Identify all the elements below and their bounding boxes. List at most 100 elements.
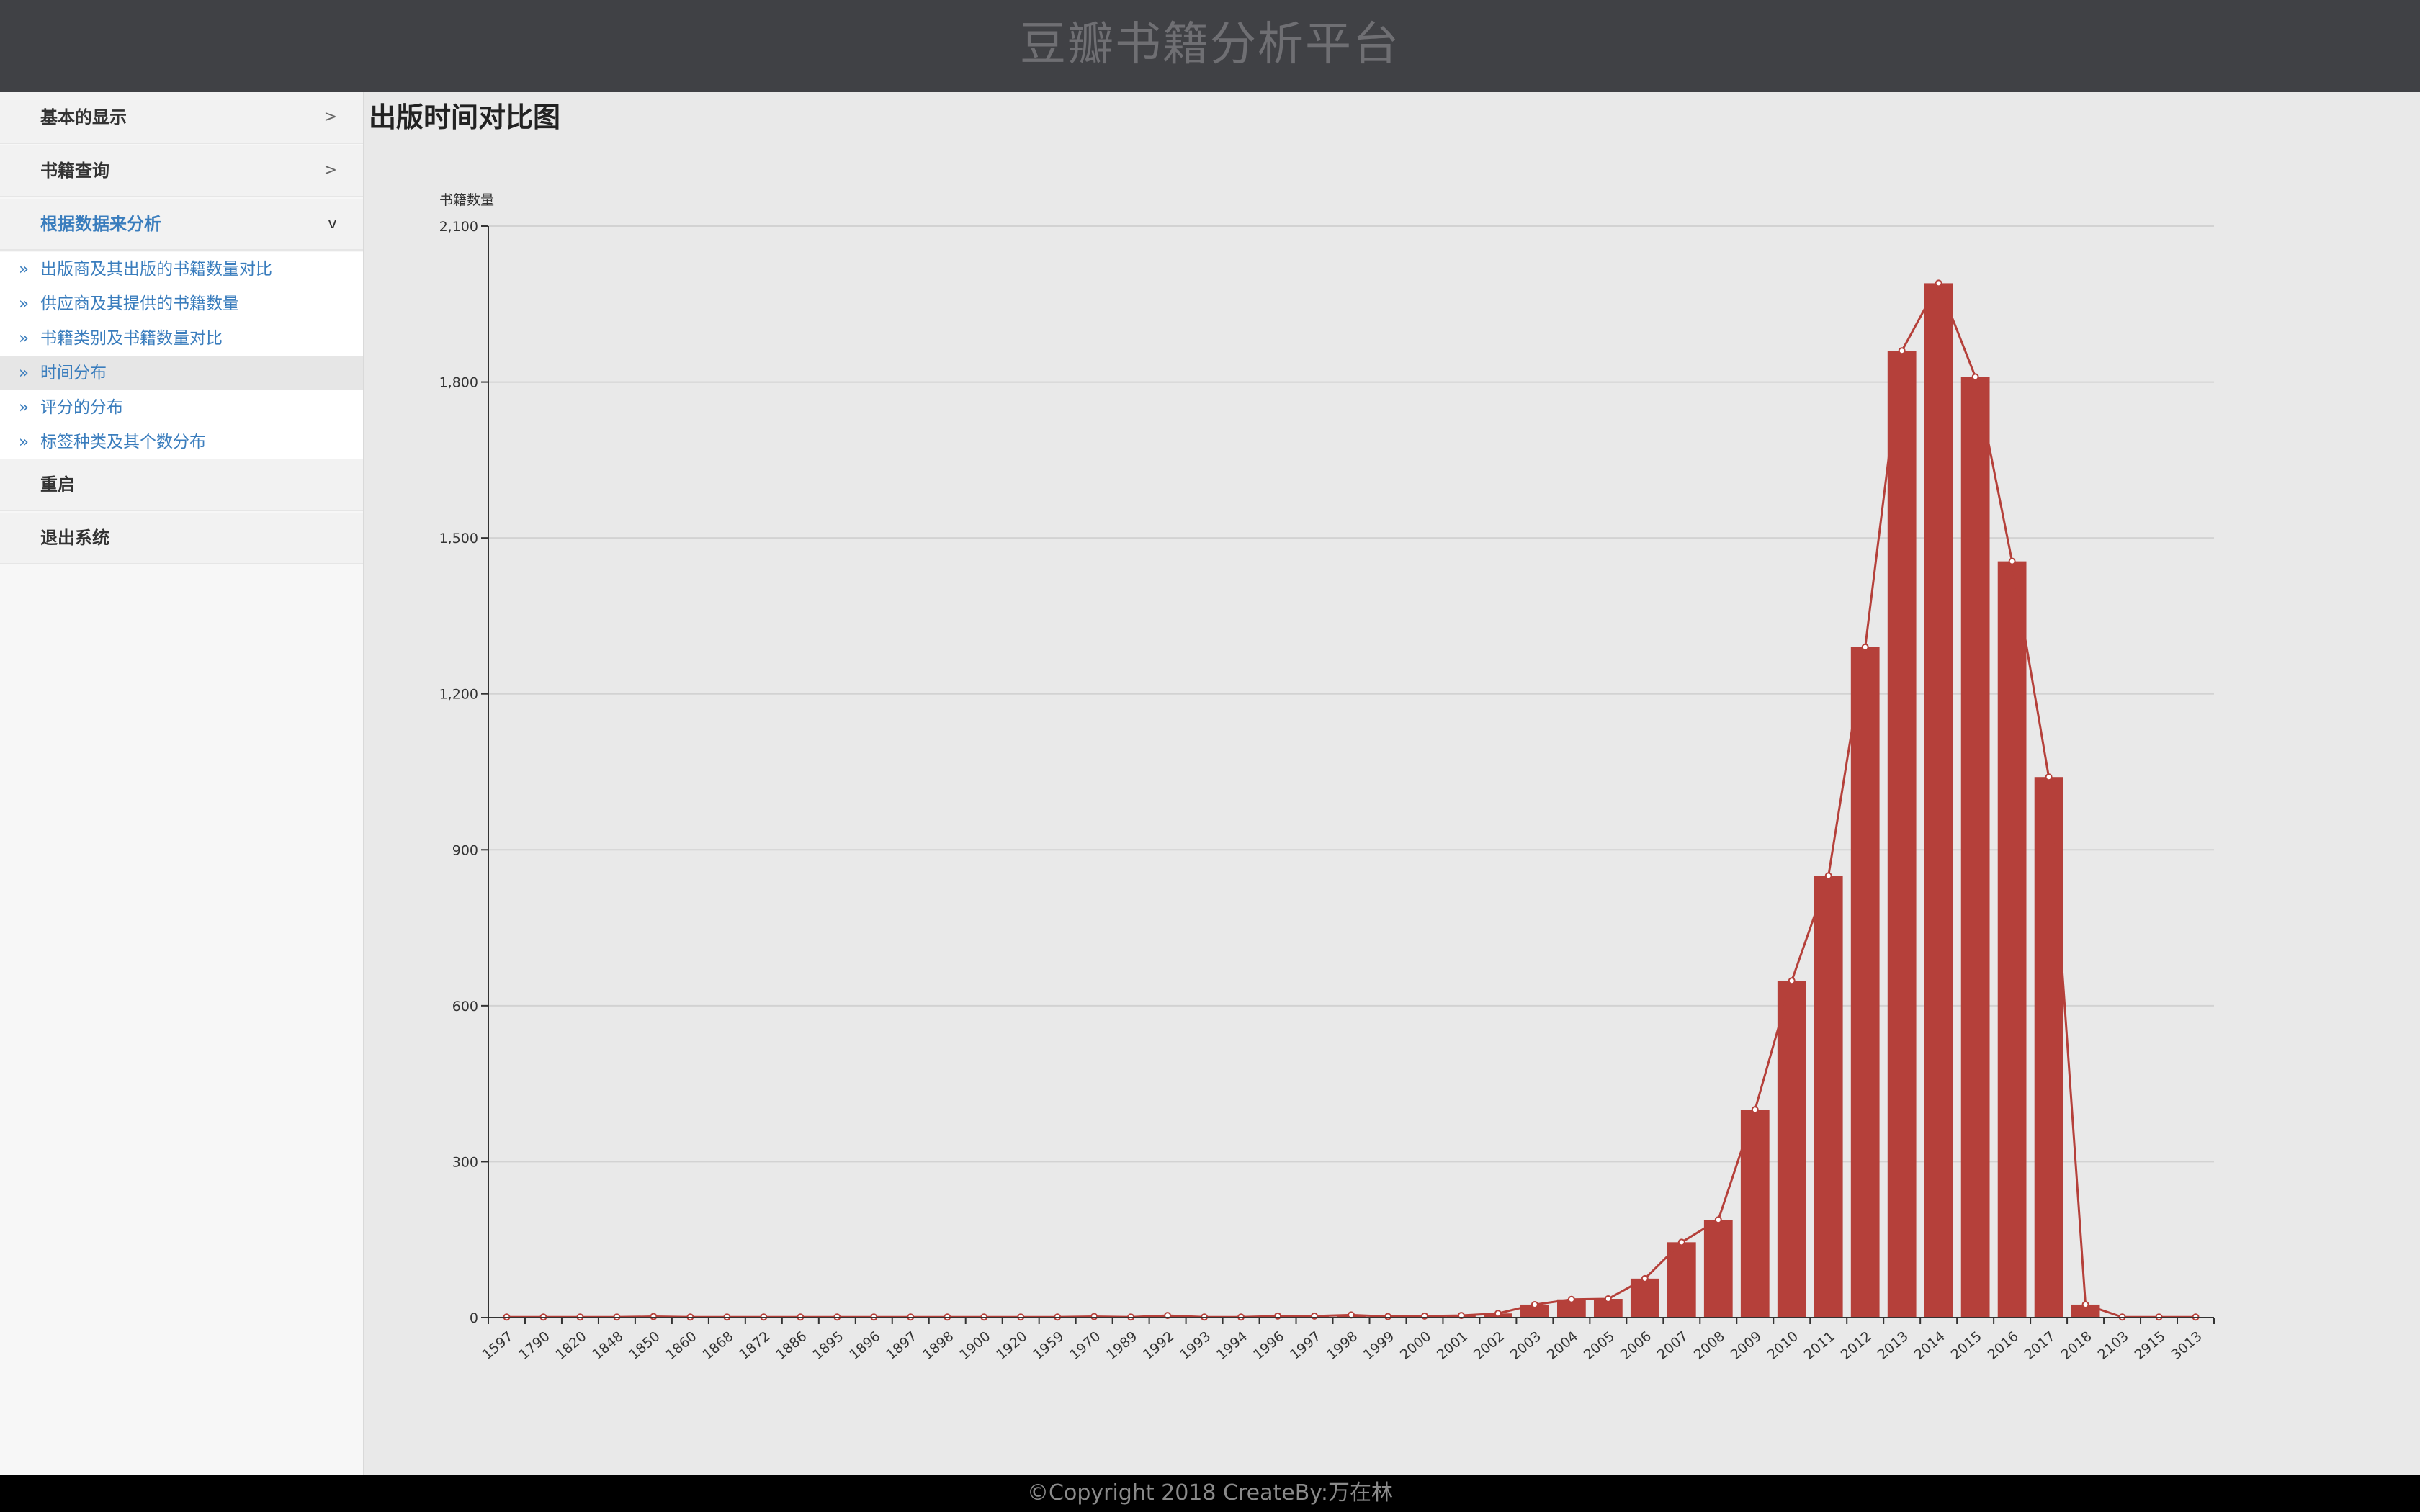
x-tick-label: 1860 — [663, 1328, 699, 1363]
bar — [1997, 561, 2027, 1318]
y-tick-label: 1,200 — [439, 687, 478, 703]
submenu-item-label: 供应商及其提供的书籍数量 — [40, 294, 239, 313]
double-chevron-icon: » — [19, 260, 30, 279]
menu-restart[interactable]: 重启 — [0, 459, 363, 511]
page-title: 出版时间对比图 — [369, 102, 561, 133]
x-tick-label: 2006 — [1618, 1328, 1654, 1363]
x-tick-label: 2018 — [2058, 1328, 2095, 1363]
bar — [1924, 283, 1953, 1318]
chevron-right-icon: > — [323, 161, 337, 179]
x-tick-label: 2009 — [1728, 1328, 1765, 1363]
bar — [1777, 981, 1806, 1318]
x-tick-label: 1997 — [1287, 1328, 1324, 1363]
publication-time-chart: 0 300 600 900 1,200 1,500 1,800 2,100 书籍数量 1597 17… — [439, 192, 2215, 1363]
submenu-item-tag-distribution[interactable]: » 标签种类及其个数分布 — [0, 425, 363, 459]
x-tick-label: 1993 — [1177, 1328, 1214, 1363]
submenu-item-time-distribution[interactable]: » 时间分布 — [0, 356, 363, 390]
submenu-item-label: 出版商及其出版的书籍数量对比 — [40, 260, 272, 279]
line-point — [1384, 1313, 1392, 1320]
double-chevron-icon: » — [19, 364, 30, 382]
x-tick-label: 1999 — [1361, 1328, 1397, 1363]
x-tick-label: 2005 — [1581, 1328, 1618, 1363]
x-tick-label: 1897 — [883, 1328, 920, 1363]
line-point — [650, 1313, 658, 1320]
x-tick-label: 1920 — [993, 1328, 1030, 1363]
main-content: 出版时间对比图 0 300 600 900 1,200 1,500 1,800 2,100 书籍… — [364, 92, 2420, 1475]
x-tick-label: 2004 — [1544, 1328, 1581, 1363]
line-point — [1604, 1295, 1612, 1303]
chevron-right-icon: > — [323, 108, 337, 126]
x-tick-label: 2000 — [1397, 1328, 1434, 1363]
app-header: 豆瓣书籍分析平台 — [0, 0, 2420, 92]
y-tick-label: 300 — [452, 1154, 478, 1170]
menu-data-analysis[interactable]: 根据数据来分析 v — [0, 199, 363, 251]
x-tick-label: 2915 — [2132, 1328, 2169, 1363]
x-tick-label: 2013 — [1875, 1328, 1912, 1363]
x-tick-label: 2014 — [1912, 1328, 1948, 1363]
line-point — [1714, 1216, 1722, 1224]
y-tick-label: 2,100 — [439, 219, 478, 235]
x-tick-label: 1597 — [480, 1328, 516, 1363]
submenu-item-rating-distribution[interactable]: » 评分的分布 — [0, 390, 363, 425]
submenu-item-supplier-count[interactable]: » 供应商及其提供的书籍数量 — [0, 287, 363, 321]
bar — [2034, 777, 2063, 1318]
submenu-item-label: 书籍类别及书籍数量对比 — [40, 329, 223, 348]
menu-label: 退出系统 — [40, 528, 109, 548]
line-point — [1971, 373, 1979, 381]
submenu-item-publisher-compare[interactable]: » 出版商及其出版的书籍数量对比 — [0, 252, 363, 287]
menu-label: 重启 — [40, 474, 75, 495]
x-tick-label: 2007 — [1654, 1328, 1691, 1363]
bar — [1520, 1304, 1549, 1318]
x-tick-label: 2015 — [1948, 1328, 1985, 1363]
menu-label: 基本的显示 — [40, 107, 127, 127]
x-tick-label: 1900 — [956, 1328, 993, 1363]
line-point — [1935, 279, 1942, 287]
bar — [1814, 876, 1843, 1318]
x-tick-label: 2017 — [2022, 1328, 2058, 1363]
submenu-item-category-compare[interactable]: » 书籍类别及书籍数量对比 — [0, 321, 363, 356]
x-tick-label: 1989 — [1103, 1328, 1140, 1363]
line-point — [1788, 977, 1796, 985]
x-tick-label: 1898 — [920, 1328, 956, 1363]
submenu-item-label: 评分的分布 — [40, 398, 123, 417]
double-chevron-icon: » — [19, 398, 30, 417]
x-tick-label: 1994 — [1214, 1328, 1250, 1363]
bar — [1887, 351, 1917, 1318]
line-point — [2008, 557, 2016, 565]
x-tick-label: 1896 — [846, 1328, 883, 1363]
bar — [1667, 1242, 1696, 1318]
x-tick-label: 2011 — [1801, 1328, 1838, 1363]
menu-book-query[interactable]: 书籍查询 > — [0, 145, 363, 197]
x-tick-label: 1872 — [736, 1328, 773, 1363]
analysis-submenu: » 出版商及其出版的书籍数量对比 » 供应商及其提供的书籍数量 » 书籍类别及书籍数量… — [0, 252, 363, 459]
y-tick-label: 1,800 — [439, 375, 478, 391]
menu-basic-display[interactable]: 基本的显示 > — [0, 92, 363, 144]
y-tick-label: 1,500 — [439, 531, 478, 546]
line-point — [1567, 1295, 1575, 1303]
x-tick-label: 2002 — [1471, 1328, 1507, 1363]
x-tick-label: 1868 — [699, 1328, 736, 1363]
x-tick-label: 1848 — [589, 1328, 626, 1363]
x-tick-label: 1992 — [1140, 1328, 1177, 1363]
chevron-down-icon: v — [327, 215, 337, 233]
x-tick-label: 1850 — [626, 1328, 663, 1363]
line-point — [1641, 1274, 1649, 1282]
line-point — [1898, 347, 1906, 355]
menu-exit-system[interactable]: 退出系统 — [0, 513, 363, 564]
line-point — [2045, 773, 2053, 781]
x-tick-label: 2003 — [1507, 1328, 1544, 1363]
x-tick-label: 1998 — [1324, 1328, 1361, 1363]
x-tick-label: 2010 — [1765, 1328, 1801, 1363]
line-point — [1494, 1310, 1502, 1318]
x-tick-label: 1886 — [773, 1328, 810, 1363]
x-tick-label: 3013 — [2169, 1328, 2205, 1363]
app-title: 豆瓣书籍分析平台 — [1020, 18, 1400, 71]
x-tick-label: 1970 — [1067, 1328, 1103, 1363]
x-tick-label: 1996 — [1250, 1328, 1287, 1363]
line-point — [1751, 1106, 1759, 1114]
x-tick-label: 2103 — [2095, 1328, 2132, 1363]
line-point — [1861, 643, 1869, 651]
y-tick-label: 900 — [452, 842, 478, 858]
x-tick-label: 1820 — [552, 1328, 589, 1363]
double-chevron-icon: » — [19, 329, 30, 348]
